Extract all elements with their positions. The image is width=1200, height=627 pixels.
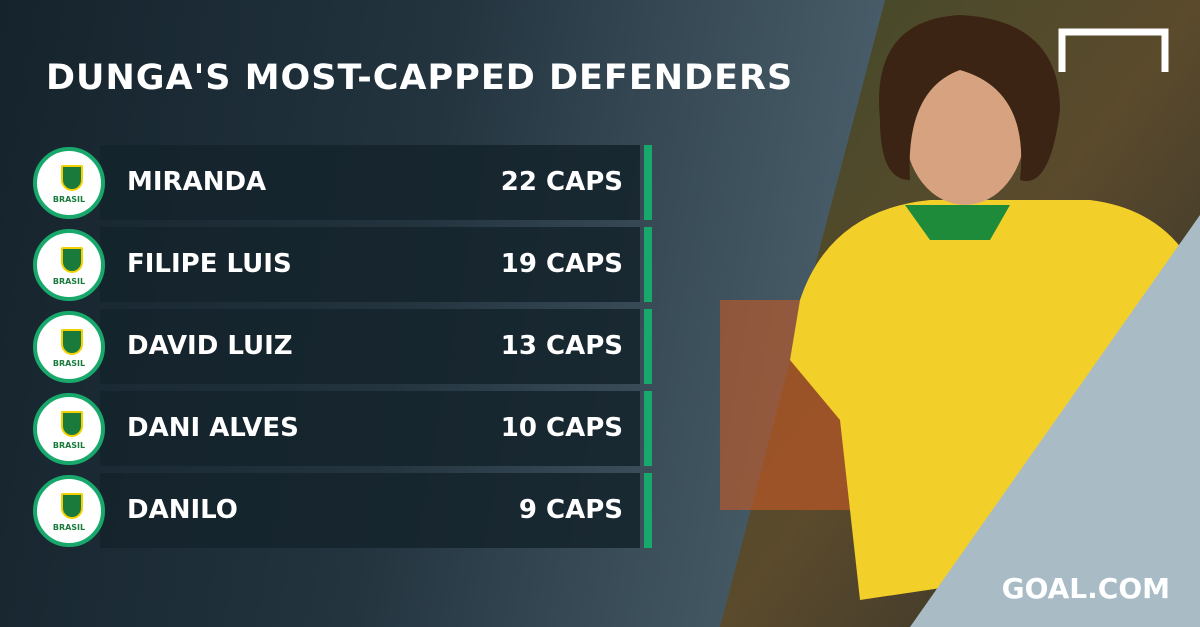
- caps: 22 CAPS: [500, 167, 623, 197]
- row-accent: [644, 473, 652, 548]
- badge-label: BRASIL: [52, 277, 86, 286]
- player-name: DAVID LUIZ: [127, 331, 293, 361]
- row-bar: [100, 473, 640, 548]
- collar: [905, 205, 1010, 240]
- row-accent: [644, 391, 652, 466]
- caps: 13 CAPS: [500, 331, 623, 361]
- badge: BRASIL: [33, 393, 105, 465]
- hair: [879, 15, 1060, 182]
- badge: BRASIL: [33, 475, 105, 547]
- badge-label: BRASIL: [52, 359, 86, 368]
- badge-label: BRASIL: [52, 195, 86, 204]
- badge-shield: [61, 329, 83, 355]
- row-bar: [100, 145, 640, 220]
- row-accent: [644, 309, 652, 384]
- row-bar: [100, 227, 640, 302]
- badge-shield: [61, 411, 83, 437]
- badge: BRASIL: [33, 229, 105, 301]
- badge-shield: [61, 247, 83, 273]
- player-name: FILIPE LUIS: [127, 249, 292, 279]
- badge: BRASIL: [33, 311, 105, 383]
- row-bar: [100, 391, 640, 466]
- row-accent: [644, 227, 652, 302]
- player-name: DANI ALVES: [127, 413, 299, 443]
- badge-label: BRASIL: [52, 523, 86, 532]
- badge: BRASIL: [33, 147, 105, 219]
- badge-shield: [61, 493, 83, 519]
- row-bar: [100, 309, 640, 384]
- badge-shield: [61, 165, 83, 191]
- badge-label: BRASIL: [52, 441, 86, 450]
- player-name: MIRANDA: [127, 167, 267, 197]
- caps: 9 CAPS: [518, 495, 623, 525]
- title: DUNGA'S MOST-CAPPED DEFENDERS: [46, 58, 794, 98]
- brand-logo: [1058, 28, 1169, 72]
- caps: 19 CAPS: [500, 249, 623, 279]
- face: [905, 55, 1025, 205]
- brand: GOAL.COM: [1001, 572, 1170, 605]
- row-accent: [644, 145, 652, 220]
- corner-panel: [910, 215, 1200, 627]
- caps: 10 CAPS: [500, 413, 623, 443]
- player-name: DANILO: [127, 495, 238, 525]
